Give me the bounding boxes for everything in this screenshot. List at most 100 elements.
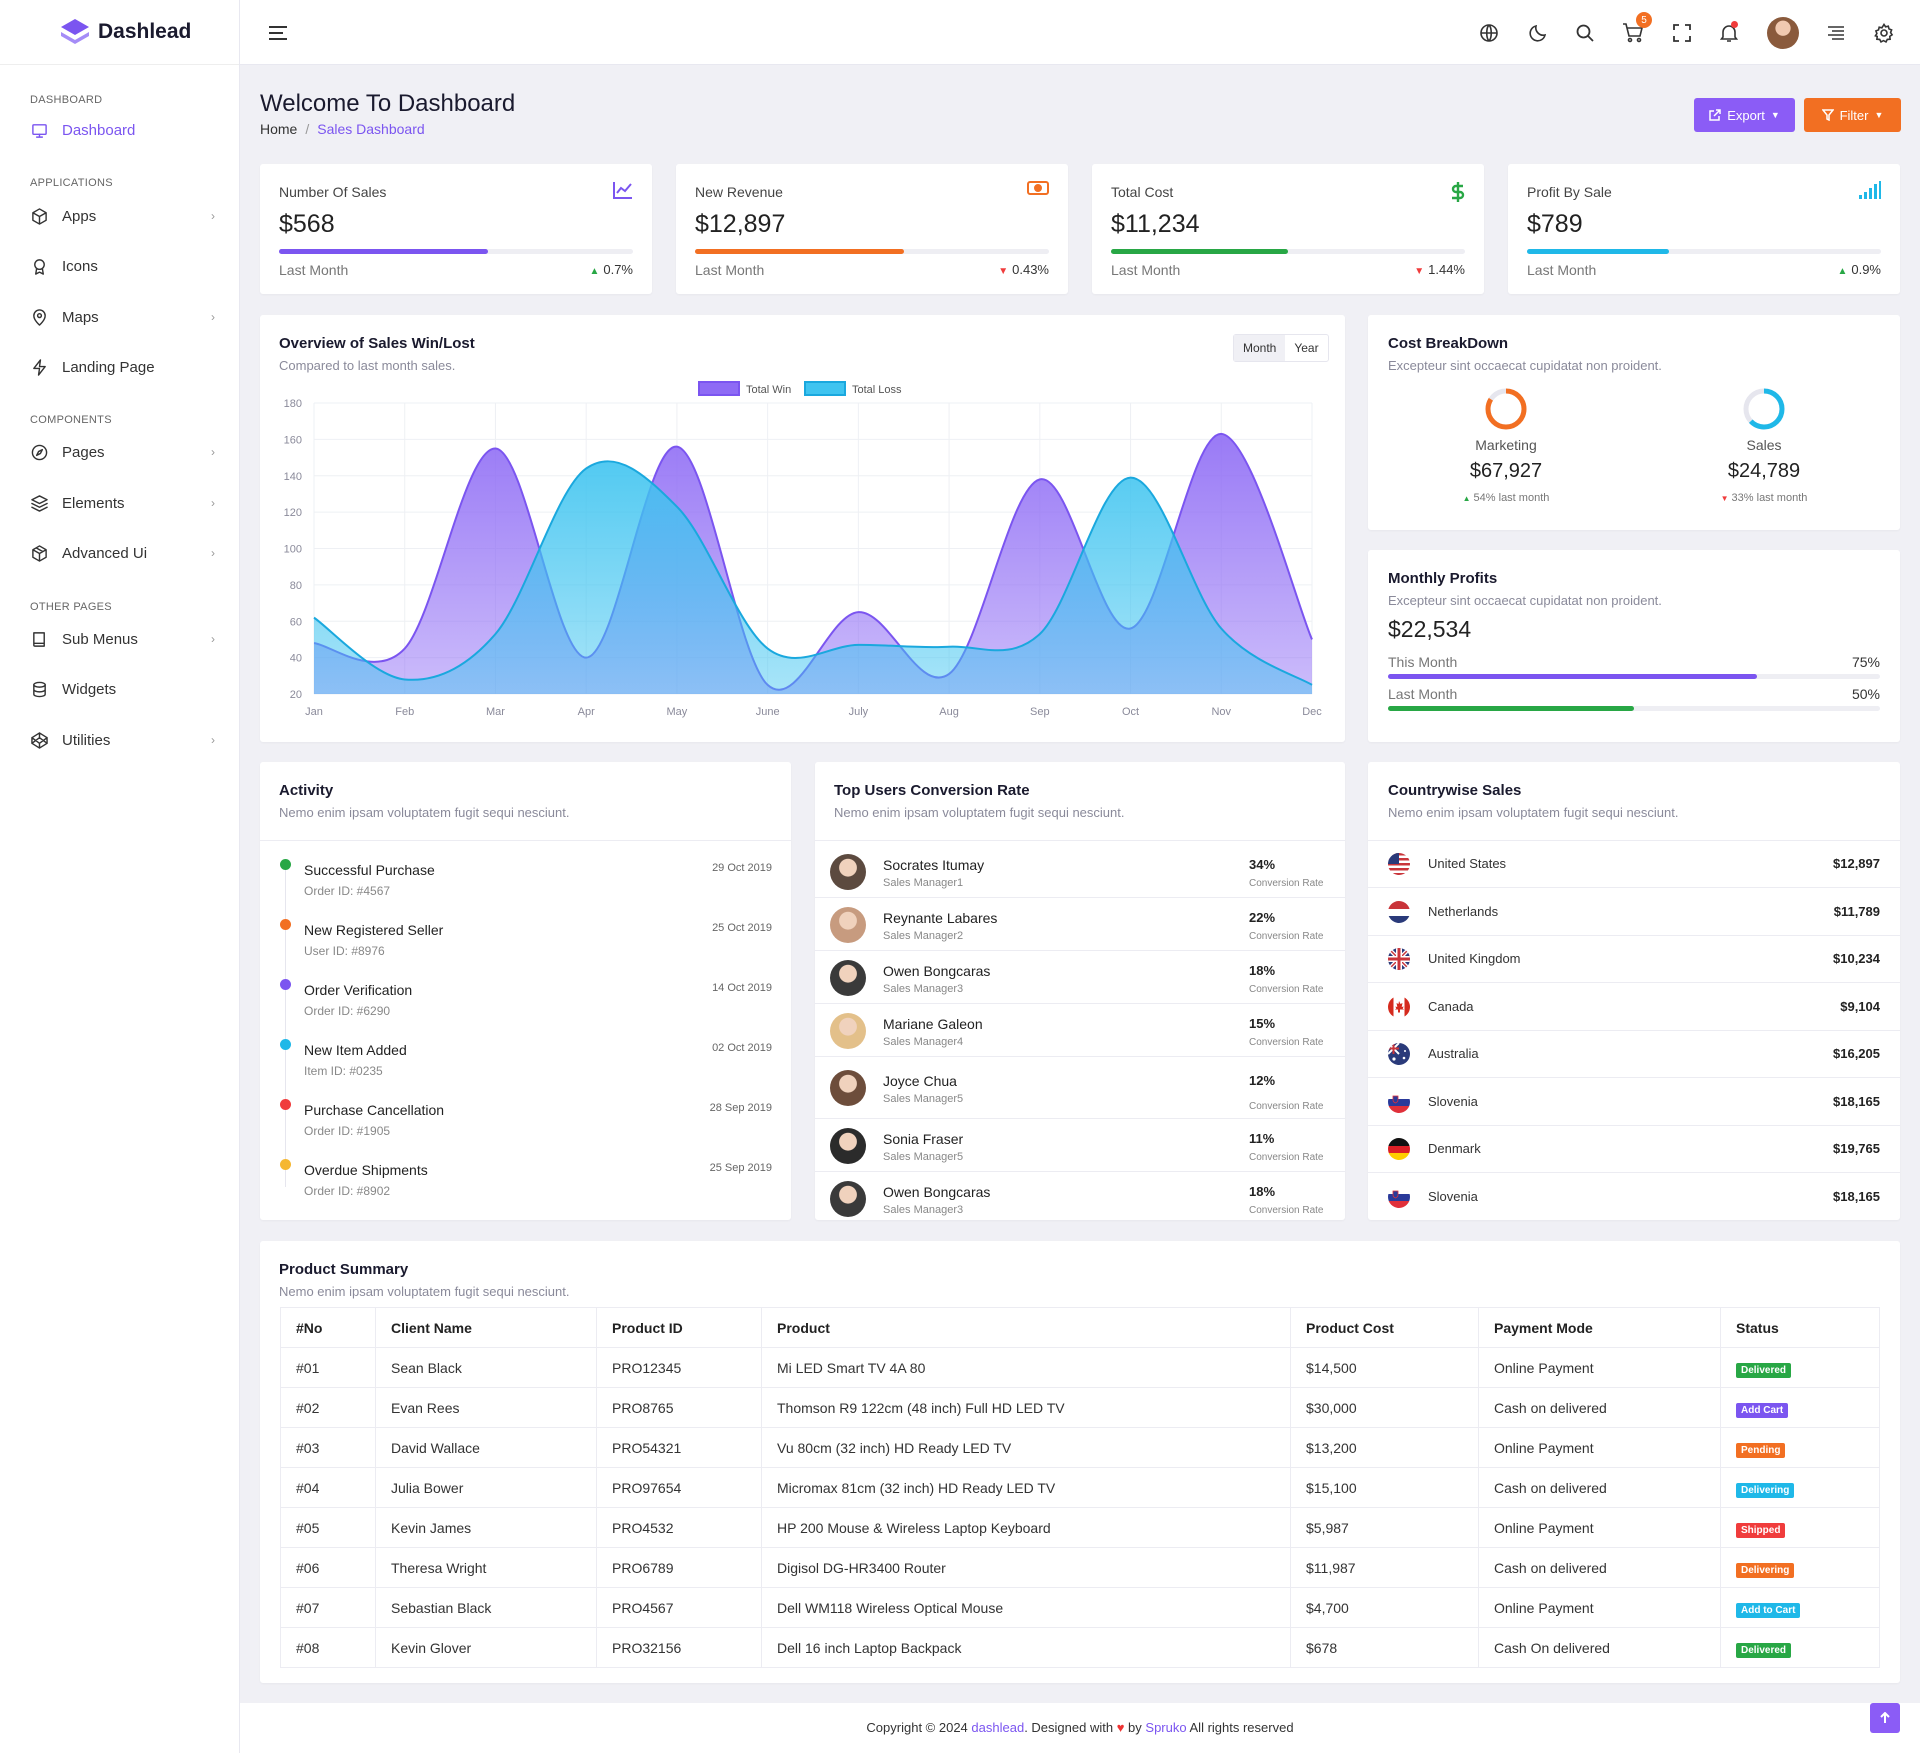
sidebar-item-dashboard[interactable]: Dashboard <box>30 115 215 145</box>
cell-client: Julia Bower <box>375 1467 597 1508</box>
user-rate-label: Conversion Rate <box>1249 930 1324 942</box>
cart-icon[interactable]: 5 <box>1620 12 1652 46</box>
sidebar-item-widgets[interactable]: Widgets <box>30 674 215 704</box>
status-badge: Pending <box>1736 1442 1786 1458</box>
user-avatar[interactable] <box>1767 17 1799 49</box>
layers-icon <box>30 494 48 512</box>
menu-toggle-icon[interactable] <box>265 20 291 46</box>
sidebar-item-apps[interactable]: Apps › <box>30 201 215 231</box>
cost-value: $24,789 <box>1727 460 1801 482</box>
country-row: Canada $9,104 <box>1368 984 1900 1031</box>
triangle-down-icon: ▼ <box>1720 494 1729 503</box>
user-row[interactable]: Owen Bongcaras Sales Manager3 18% Conversio… <box>815 1172 1345 1225</box>
sidebar-item-maps[interactable]: Maps › <box>30 302 215 332</box>
series-area-1 <box>314 461 1312 694</box>
map-pin-icon <box>30 308 48 326</box>
sidebar-item-elements[interactable]: Elements › <box>30 488 215 518</box>
filter-button[interactable]: Filter ▼ <box>1804 98 1901 132</box>
activity-meta: Order ID: #1905 <box>304 1124 391 1138</box>
cell-cost: $11,987 <box>1290 1547 1479 1588</box>
profit-bar-0: This Month 75% <box>1388 654 1880 679</box>
table-row: #06 Theresa Wright PRO6789 Digisol DG-HR340… <box>280 1547 1880 1588</box>
x-tick-label: Jan <box>305 706 323 718</box>
cell-no: #08 <box>280 1627 376 1668</box>
search-icon[interactable] <box>1572 20 1598 46</box>
user-row[interactable]: Socrates Itumay Sales Manager1 34% Conversi… <box>815 845 1345 898</box>
ca-flag-icon <box>1388 995 1410 1018</box>
cost-item-1: Sales $24,789 ▼ 33% last month <box>1674 387 1854 504</box>
brand[interactable]: Dashlead <box>0 0 239 65</box>
user-row[interactable]: Joyce Chua Sales Manager5 12% Conversion Ra… <box>815 1057 1345 1119</box>
cell-no: #02 <box>280 1387 376 1428</box>
user-role: Sales Manager5 <box>883 1150 964 1163</box>
cell-cost: $14,500 <box>1290 1347 1479 1388</box>
user-rate: 12% <box>1249 1073 1276 1088</box>
sidebar-item-advanced-ui[interactable]: Advanced Ui › <box>30 538 215 568</box>
stat-change: ▲ 0.7% <box>589 262 633 278</box>
tab-month[interactable]: Month <box>1234 335 1286 361</box>
activity-date: 29 Oct 2019 <box>712 862 772 874</box>
user-name: Mariane Galeon <box>883 1015 983 1032</box>
stat-label: Number Of Sales <box>279 184 387 200</box>
sidebar-item-icons[interactable]: Icons <box>30 251 215 281</box>
triangle-down-icon: ▼ <box>998 266 1009 277</box>
activity-date: 28 Sep 2019 <box>709 1102 772 1114</box>
x-tick-label: Aug <box>939 706 959 718</box>
chevron-right-icon: › <box>211 310 215 324</box>
cell-no: #06 <box>280 1547 376 1588</box>
country-row: Netherlands $11,789 <box>1368 889 1900 936</box>
user-row[interactable]: Reynante Labares Sales Manager2 22% Convers… <box>815 898 1345 951</box>
monthly-profits-subtitle: Excepteur sint occaecat cupidatat non pr… <box>1388 593 1662 608</box>
user-row[interactable]: Owen Bongcaras Sales Manager3 18% Conversio… <box>815 951 1345 1004</box>
cell-pid: PRO6789 <box>596 1547 762 1588</box>
donut-chart <box>1416 387 1596 431</box>
cell-pid: PRO32156 <box>596 1627 762 1668</box>
footer-brand-link[interactable]: dashlead <box>971 1720 1025 1735</box>
user-row[interactable]: Mariane Galeon Sales Manager4 15% Conversio… <box>815 1004 1345 1057</box>
bell-icon[interactable] <box>1716 20 1742 46</box>
sidebar-item-sub-menus[interactable]: Sub Menus › <box>30 624 215 654</box>
stat-card-1: New Revenue $12,897 Last Month ▼ 0.43% <box>676 164 1068 294</box>
x-tick-label: June <box>756 706 780 718</box>
layers-logo-icon <box>61 19 89 44</box>
country-row: Australia $16,205 <box>1368 1031 1900 1078</box>
export-button[interactable]: Export ▼ <box>1694 98 1795 132</box>
user-row[interactable]: Sonia Fraser Sales Manager5 11% Conversion … <box>815 1119 1345 1172</box>
stat-progress-bar <box>1527 249 1881 254</box>
stat-value: $568 <box>279 210 335 238</box>
sidebar-item-label: Landing Page <box>62 358 155 376</box>
cell-status: Pending <box>1720 1427 1880 1468</box>
si-flag-icon <box>1388 1090 1410 1113</box>
stat-period: Last Month <box>1111 262 1181 278</box>
cell-product: Mi LED Smart TV 4A 80 <box>761 1347 1291 1388</box>
back-to-top-button[interactable] <box>1870 1703 1900 1733</box>
compass-icon <box>30 443 48 461</box>
globe-icon[interactable] <box>1476 20 1502 46</box>
settings-gear-icon[interactable] <box>1871 20 1897 46</box>
x-tick-label: Oct <box>1122 706 1139 718</box>
activity-title: New Registered Seller <box>304 922 444 938</box>
cell-client: David Wallace <box>375 1427 597 1468</box>
column-header: Client Name <box>375 1307 597 1348</box>
table-row: #02 Evan Rees PRO8765 Thomson R9 122cm (48 … <box>280 1387 1880 1428</box>
sidebar-category-2: COMPONENTS <box>30 414 112 426</box>
breadcrumb-home[interactable]: Home <box>260 121 298 137</box>
align-right-icon[interactable] <box>1823 20 1849 46</box>
product-summary-subtitle: Nemo enim ipsam voluptatem fugit sequi n… <box>279 1284 570 1299</box>
table-row: #08 Kevin Glover PRO32156 Dell 16 inch Lapt… <box>280 1627 1880 1668</box>
sidebar-item-landing-page[interactable]: Landing Page <box>30 352 215 382</box>
fullscreen-icon[interactable] <box>1669 20 1695 46</box>
sidebar-item-utilities[interactable]: Utilities › <box>30 725 215 755</box>
book-icon <box>30 630 48 648</box>
monthly-profits-title: Monthly Profits <box>1388 570 1498 587</box>
sidebar-category-0: DASHBOARD <box>30 94 103 106</box>
footer-author-link[interactable]: Spruko <box>1145 1720 1187 1735</box>
moon-icon[interactable] <box>1525 20 1551 46</box>
sidebar-item-pages[interactable]: Pages › <box>30 437 215 467</box>
award-icon <box>30 257 48 275</box>
au-flag-icon <box>1388 1043 1410 1065</box>
legend-label-1: Total Loss <box>852 384 902 396</box>
activity-title: Overdue Shipments <box>304 1162 428 1178</box>
tab-year[interactable]: Year <box>1294 341 1319 355</box>
